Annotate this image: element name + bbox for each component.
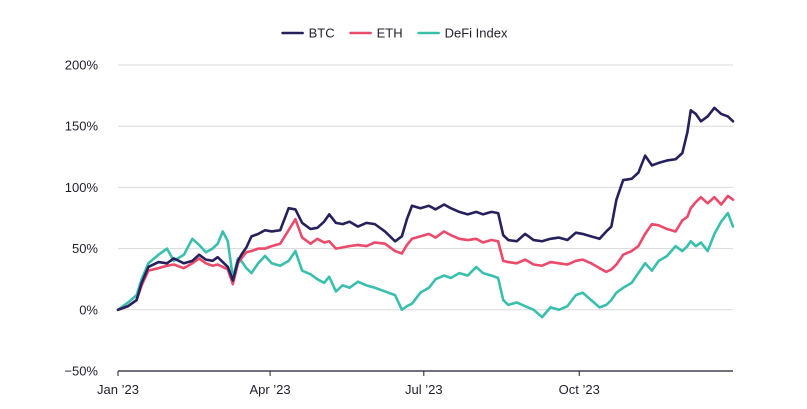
- series-group: [116, 106, 735, 319]
- series-line-btc: [116, 106, 735, 312]
- y-tick-label: 50%: [72, 241, 98, 256]
- legend-item-defi-index: DeFi Index: [417, 26, 508, 41]
- legend-item-eth: ETH: [349, 26, 403, 41]
- x-tick-label: Oct ’23: [559, 382, 600, 397]
- legend-item-btc: BTC: [281, 26, 335, 41]
- gridlines: [118, 64, 733, 372]
- x-axis: Jan ’23 Apr ’23 Jul ’23 Oct ’23: [97, 370, 733, 397]
- y-tick-label: 200%: [65, 58, 99, 73]
- x-tick-label: Jul ’23: [405, 382, 443, 397]
- legend-label: DeFi Index: [445, 26, 508, 41]
- x-tick-label: Jan ’23: [97, 382, 139, 397]
- legend: BTC ETH DeFi Index: [281, 26, 508, 41]
- legend-label: ETH: [377, 26, 403, 41]
- series-line-defi-index: [116, 211, 735, 319]
- y-tick-label: 100%: [65, 180, 99, 195]
- y-axis: −50% 0% 50% 100% 150% 200%: [64, 58, 98, 379]
- x-tick-label: Apr ’23: [249, 382, 290, 397]
- y-tick-label: 0%: [79, 302, 98, 317]
- series-line-eth: [116, 194, 735, 312]
- y-tick-label: 150%: [65, 119, 99, 134]
- y-tick-label: −50%: [64, 364, 98, 379]
- legend-label: BTC: [309, 26, 335, 41]
